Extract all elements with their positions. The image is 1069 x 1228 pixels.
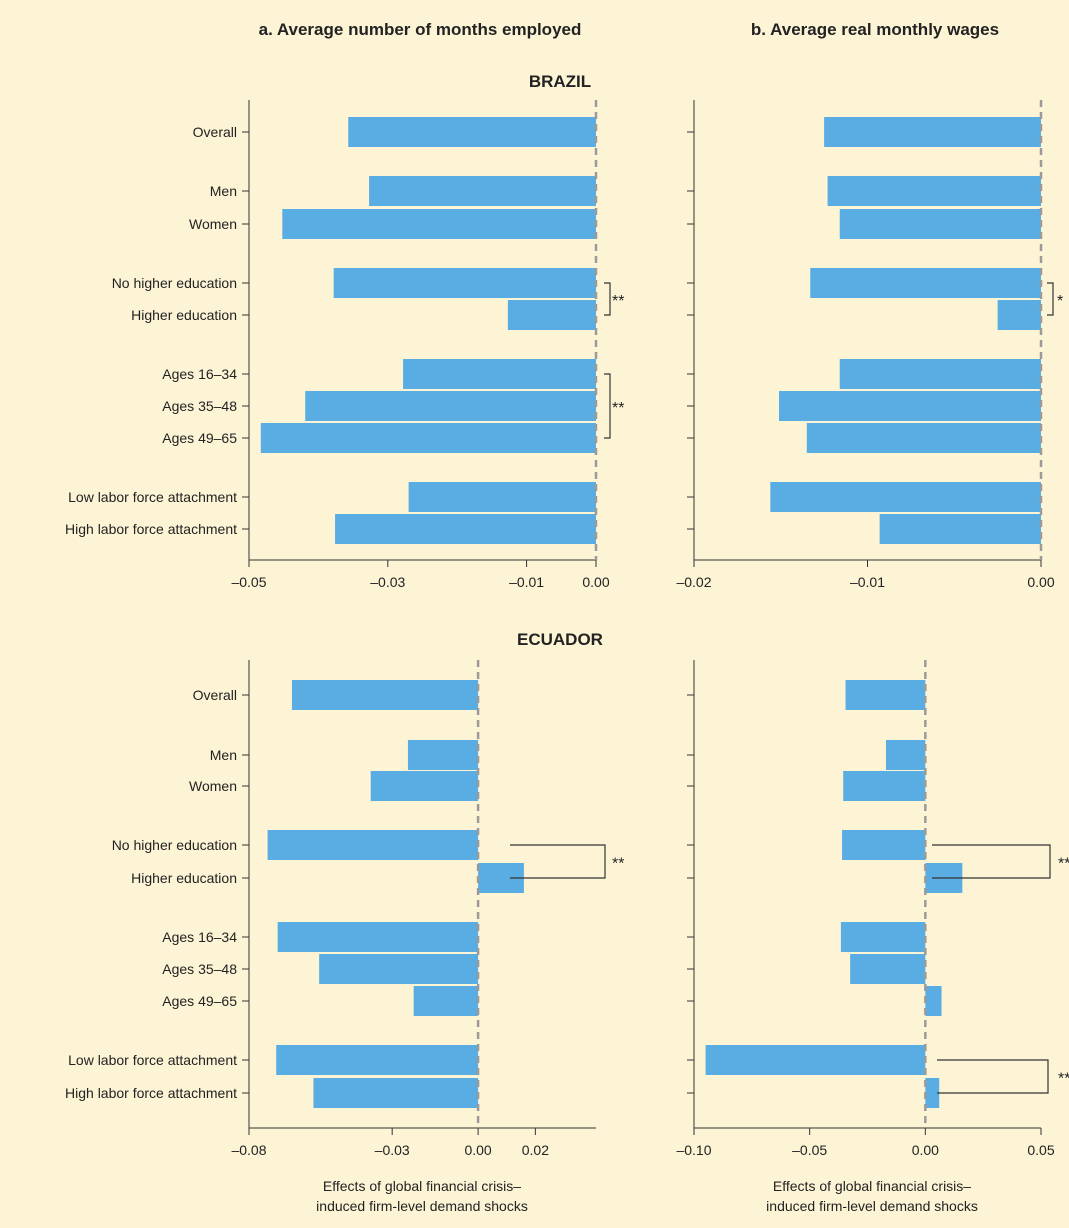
brazil-a-significance-bracket <box>604 282 611 316</box>
brazil-a-x-tick-label: 0.00 <box>582 574 609 590</box>
category-label: Men <box>210 747 237 763</box>
ecuador-b-bar <box>843 771 926 801</box>
ecuador-b-significance-label: ** <box>1058 856 1069 873</box>
ecuador-b-x-tick-label: 0.00 <box>912 1142 939 1158</box>
ecuador-heading: ECUADOR <box>517 630 603 649</box>
brazil-a-x-tick-label: –0.01 <box>509 574 544 590</box>
brazil-a-bar <box>260 423 596 453</box>
category-label: Higher education <box>131 307 237 323</box>
brazil-a-x-tick-label: –0.03 <box>370 574 405 590</box>
brazil-b-bar <box>810 268 1041 298</box>
brazil-b-significance-bracket <box>1047 282 1054 316</box>
brazil-a-bar <box>403 359 596 389</box>
brazil-a-bar <box>335 514 596 544</box>
ecuador-a-significance-label: ** <box>612 856 624 873</box>
x-caption-b-line1: Effects of global financial crisis– <box>772 1178 972 1194</box>
ecuador-b-x-tick-label: 0.05 <box>1027 1142 1054 1158</box>
brazil-b-bar <box>779 391 1041 421</box>
brazil-a-significance-bracket <box>604 373 611 439</box>
brazil-b-bar <box>879 514 1041 544</box>
ecuador-a-x-tick-label: –0.08 <box>231 1142 266 1158</box>
category-label: Overall <box>193 124 237 140</box>
ecuador-a-bar <box>370 771 479 801</box>
category-label: No higher education <box>112 275 237 291</box>
ecuador-a-bar <box>277 922 479 952</box>
x-caption-a-line1: Effects of global financial crisis– <box>322 1178 522 1194</box>
category-label: Higher education <box>131 870 237 886</box>
ecuador-a-bar <box>267 830 479 860</box>
brazil-a-significance-label: ** <box>612 400 624 417</box>
ecuador-b-bar <box>842 830 926 860</box>
category-label: Men <box>210 183 237 199</box>
ecuador-b-bar <box>925 1078 940 1108</box>
brazil-b-bar <box>824 117 1041 147</box>
brazil-a-x-tick-label: –0.05 <box>231 574 266 590</box>
ecuador-a-x-tick-label: 0.02 <box>522 1142 549 1158</box>
brazil-b-bar <box>806 423 1041 453</box>
x-caption-a-line2: induced firm-level demand shocks <box>316 1198 528 1214</box>
brazil-a-bar <box>507 300 596 330</box>
brazil-b-significance-label: * <box>1057 293 1063 310</box>
x-axis-caption-b: Effects of global financial crisis– indu… <box>722 1176 1022 1216</box>
ecuador-b-bar <box>886 740 926 770</box>
ecuador-a-bar <box>276 1045 479 1075</box>
ecuador-a-significance-bracket <box>510 844 606 879</box>
brazil-a-bar <box>408 482 596 512</box>
ecuador-a-x-tick-label: –0.03 <box>375 1142 410 1158</box>
category-label: Ages 35–48 <box>162 398 237 414</box>
ecuador-a-bar <box>319 954 479 984</box>
ecuador-b-significance-bracket <box>937 1059 1049 1094</box>
category-label: Low labor force attachment <box>68 489 237 505</box>
panel-b-heading: b. Average real monthly wages <box>750 20 1000 39</box>
brazil-b-bar <box>770 482 1041 512</box>
ecuador-b-bar <box>845 680 926 710</box>
category-label: No higher education <box>112 837 237 853</box>
brazil-b-x-tick-label: 0.00 <box>1027 574 1054 590</box>
category-label: Ages 49–65 <box>162 430 237 446</box>
ecuador-a-bar <box>407 740 479 770</box>
ecuador-b-bar <box>925 986 942 1016</box>
category-label: Ages 35–48 <box>162 961 237 977</box>
ecuador-a-x-tick-label: 0.00 <box>464 1142 491 1158</box>
ecuador-b-significance-label: ** <box>1058 1071 1069 1088</box>
brazil-b-bar <box>839 359 1041 389</box>
x-caption-b-line2: induced firm-level demand shocks <box>766 1198 978 1214</box>
brazil-a-bar <box>348 117 596 147</box>
ecuador-a-bar <box>291 680 479 710</box>
category-label: High labor force attachment <box>65 521 237 537</box>
brazil-b-bar <box>997 300 1041 330</box>
ecuador-b-significance-bracket <box>932 844 1051 879</box>
brazil-b-x-tick-label: –0.01 <box>850 574 885 590</box>
category-label: Low labor force attachment <box>68 1052 237 1068</box>
ecuador-b-x-tick-label: –0.10 <box>676 1142 711 1158</box>
category-label: Ages 16–34 <box>162 929 237 945</box>
ecuador-a-bar <box>313 1078 479 1108</box>
brazil-heading: BRAZIL <box>528 72 592 91</box>
category-label: Overall <box>193 687 237 703</box>
category-label: Women <box>189 216 237 232</box>
brazil-a-significance-label: ** <box>612 293 624 310</box>
category-label: High labor force attachment <box>65 1085 237 1101</box>
x-axis-caption-a: Effects of global financial crisis– indu… <box>272 1176 572 1216</box>
brazil-b-x-tick-label: –0.02 <box>676 574 711 590</box>
brazil-a-bar <box>333 268 596 298</box>
brazil-a-bar <box>282 209 596 239</box>
brazil-a-bar <box>305 391 596 421</box>
ecuador-b-bar <box>840 922 926 952</box>
ecuador-a-bar <box>413 986 479 1016</box>
brazil-b-bar <box>827 176 1041 206</box>
brazil-a-bar <box>369 176 596 206</box>
ecuador-b-bar <box>705 1045 926 1075</box>
ecuador-b-bar <box>850 954 926 984</box>
brazil-b-bar <box>839 209 1041 239</box>
panel-a-heading: a. Average number of months employed <box>258 20 582 39</box>
category-label: Women <box>189 778 237 794</box>
category-label: Ages 49–65 <box>162 993 237 1009</box>
category-label: Ages 16–34 <box>162 366 237 382</box>
ecuador-b-x-tick-label: –0.05 <box>792 1142 827 1158</box>
